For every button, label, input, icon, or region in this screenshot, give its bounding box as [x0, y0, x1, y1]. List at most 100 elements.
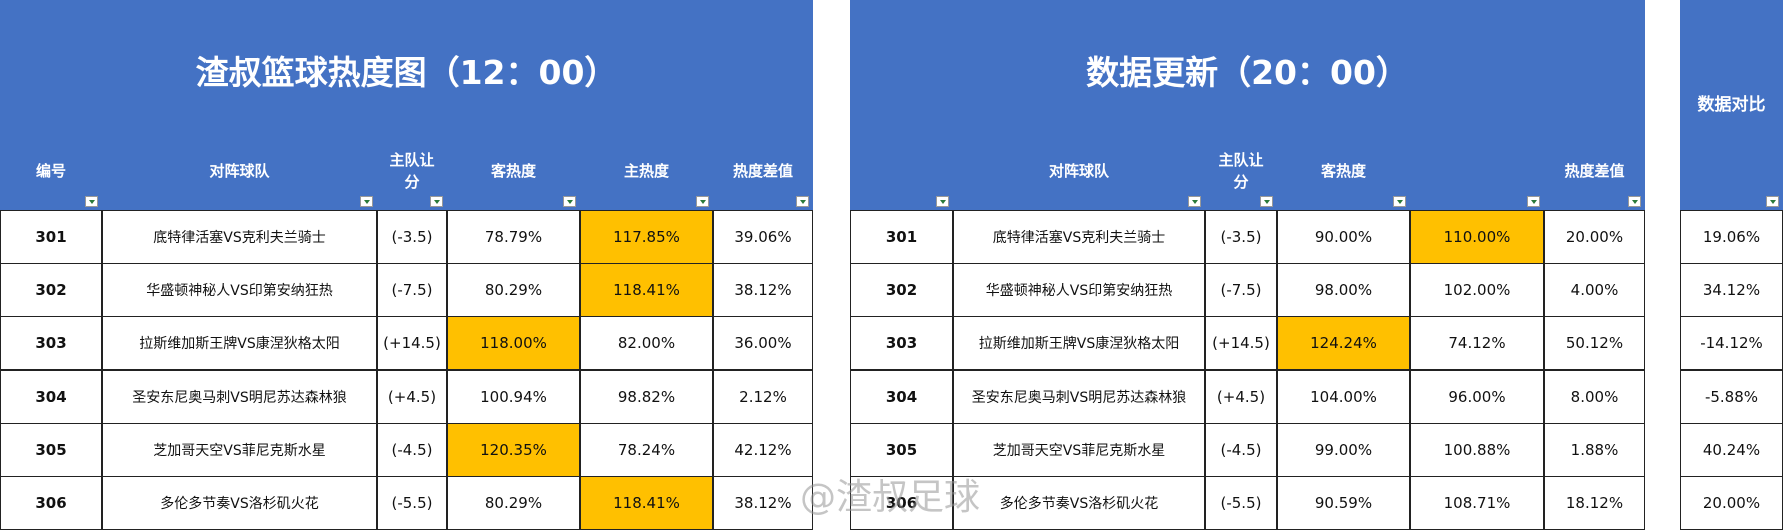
cell: 华盛顿神秘人VS印第安纳狂热 [953, 263, 1205, 318]
cell: 118.41% [580, 476, 713, 530]
cell: 104.00% [1277, 369, 1410, 424]
cell: 36.00% [713, 316, 813, 371]
filter-button[interactable] [1393, 196, 1406, 207]
filter-button[interactable] [85, 196, 98, 207]
cell: 118.00% [447, 316, 580, 371]
header-band [850, 0, 1645, 210]
column-header: 热度差值 [732, 162, 793, 180]
cell: 19.06% [1680, 210, 1783, 264]
cell: (+4.5) [377, 369, 447, 424]
cell: 圣安东尼奥马刺VS明尼苏达森林狼 [953, 369, 1205, 424]
cell: 40.24% [1680, 422, 1783, 477]
row-id: 303 [0, 316, 102, 371]
cell: 96.00% [1410, 369, 1544, 424]
cell: (-3.5) [1205, 210, 1277, 264]
cell: 34.12% [1680, 263, 1783, 318]
column-header: 主队让分 [389, 151, 435, 191]
cell: 100.88% [1410, 422, 1544, 477]
column-header: 客热度 [1320, 162, 1366, 180]
cell: 底特律活塞VS克利夫兰骑士 [953, 210, 1205, 264]
header-band [0, 0, 813, 210]
cell: (-4.5) [377, 422, 447, 477]
cell: 90.59% [1277, 476, 1410, 530]
cell: 98.82% [580, 369, 713, 424]
filter-button[interactable] [936, 196, 949, 207]
row-id: 304 [850, 369, 953, 424]
watermark: @渣叔足球 [800, 477, 981, 518]
row-id: 305 [0, 422, 102, 477]
cell: 18.12% [1544, 476, 1645, 530]
compare-header: 数据对比 [1697, 95, 1766, 115]
cell: 102.00% [1410, 263, 1544, 318]
cell: (+4.5) [1205, 369, 1277, 424]
cell: 98.00% [1277, 263, 1410, 318]
cell: 拉斯维加斯王牌VS康涅狄格太阳 [953, 316, 1205, 371]
cell: 38.12% [713, 263, 813, 318]
cell: 80.29% [447, 476, 580, 530]
cell: 多伦多节奏VS洛杉矶火花 [102, 476, 377, 530]
filter-button[interactable] [796, 196, 809, 207]
cell: 芝加哥天空VS菲尼克斯水星 [953, 422, 1205, 477]
cell: 4.00% [1544, 263, 1645, 318]
cell: 118.41% [580, 263, 713, 318]
cell: (-5.5) [1205, 476, 1277, 530]
filter-button[interactable] [1766, 196, 1779, 207]
row-id: 302 [850, 263, 953, 318]
cell: -14.12% [1680, 316, 1783, 371]
row-id: 301 [850, 210, 953, 264]
cell: 50.12% [1544, 316, 1645, 371]
column-header: 主热度 [623, 162, 669, 180]
cell: 38.12% [713, 476, 813, 530]
filter-button[interactable] [1260, 196, 1273, 207]
cell: 20.00% [1680, 476, 1783, 530]
filter-button[interactable] [563, 196, 576, 207]
cell: 2.12% [713, 369, 813, 424]
filter-button[interactable] [430, 196, 443, 207]
header-band [1680, 0, 1783, 210]
cell: 拉斯维加斯王牌VS康涅狄格太阳 [102, 316, 377, 371]
row-id: 304 [0, 369, 102, 424]
cell: 8.00% [1544, 369, 1645, 424]
cell: 124.24% [1277, 316, 1410, 371]
cell: 华盛顿神秘人VS印第安纳狂热 [102, 263, 377, 318]
filter-button[interactable] [1628, 196, 1641, 207]
column-header: 客热度 [490, 162, 536, 180]
row-id: 303 [850, 316, 953, 371]
cell: 78.79% [447, 210, 580, 264]
filter-button[interactable] [696, 196, 709, 207]
cell: 120.35% [447, 422, 580, 477]
cell: 108.71% [1410, 476, 1544, 530]
cell: 芝加哥天空VS菲尼克斯水星 [102, 422, 377, 477]
cell: (+14.5) [1205, 316, 1277, 371]
cell: 100.94% [447, 369, 580, 424]
cell: (-7.5) [377, 263, 447, 318]
cell: -5.88% [1680, 369, 1783, 424]
title: 数据更新（20：00） [1086, 53, 1409, 92]
column-header: 对阵球队 [1048, 162, 1109, 180]
cell: 82.00% [580, 316, 713, 371]
cell: (-4.5) [1205, 422, 1277, 477]
cell: 底特律活塞VS克利夫兰骑士 [102, 210, 377, 264]
filter-button[interactable] [1527, 196, 1540, 207]
row-id: 302 [0, 263, 102, 318]
column-header: 热度差值 [1564, 162, 1625, 180]
cell: 99.00% [1277, 422, 1410, 477]
cell: 90.00% [1277, 210, 1410, 264]
cell: 39.06% [713, 210, 813, 264]
cell: (-3.5) [377, 210, 447, 264]
cell: 110.00% [1410, 210, 1544, 264]
cell: (-7.5) [1205, 263, 1277, 318]
cell: (-5.5) [377, 476, 447, 530]
cell: 78.24% [580, 422, 713, 477]
cell: 80.29% [447, 263, 580, 318]
filter-button[interactable] [1188, 196, 1201, 207]
cell: 74.12% [1410, 316, 1544, 371]
cell: 42.12% [713, 422, 813, 477]
filter-button[interactable] [360, 196, 373, 207]
cell: 圣安东尼奥马刺VS明尼苏达森林狼 [102, 369, 377, 424]
row-id: 306 [0, 476, 102, 530]
cell: 20.00% [1544, 210, 1645, 264]
column-header: 主队让分 [1218, 151, 1264, 191]
cell: (+14.5) [377, 316, 447, 371]
